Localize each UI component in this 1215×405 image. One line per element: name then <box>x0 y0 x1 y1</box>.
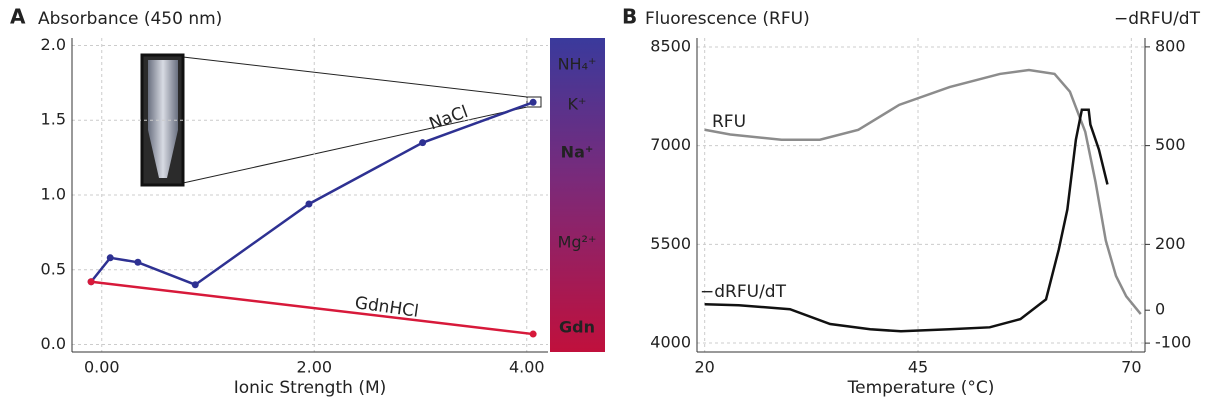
series-line <box>704 68 1142 315</box>
y2-axis-title: −dRFU/dT <box>1114 9 1201 29</box>
colorbar <box>550 38 605 352</box>
x-tick-label: 2.00 <box>296 358 332 377</box>
x-axis-title: Ionic Strength (M) <box>234 378 387 398</box>
panel-label: B <box>622 5 637 29</box>
y-tick-label: 2.0 <box>41 35 66 54</box>
y2-tick-label: 500 <box>1155 135 1186 154</box>
series-line <box>704 108 1109 333</box>
y-axis-title: Absorbance (450 nm) <box>38 9 222 29</box>
y-tick-label: 5500 <box>650 234 691 253</box>
y2-tick-label: 0 <box>1155 300 1165 319</box>
y-axis-title: Fluorescence (RFU) <box>645 9 810 29</box>
colorbar-label: K⁺ <box>568 95 587 114</box>
inset-photo <box>140 53 542 187</box>
series-label: −dRFU/dT <box>700 282 787 302</box>
x-tick-label: 20 <box>695 358 715 377</box>
colorbar-label: Mg²⁺ <box>558 233 597 252</box>
data-point <box>419 139 427 147</box>
x-tick-label: 0.00 <box>84 358 120 377</box>
y-tick-label: 4000 <box>650 333 691 352</box>
colorbar-label: NH₄⁺ <box>558 55 597 74</box>
y-tick-label: 0.0 <box>41 334 66 353</box>
data-point <box>529 330 537 338</box>
x-tick-label: 45 <box>908 358 928 377</box>
y-tick-label: 7000 <box>650 135 691 154</box>
series-line <box>90 280 534 336</box>
y2-tick-label: 800 <box>1155 36 1186 55</box>
data-point <box>106 254 114 262</box>
y-tick-label: 8500 <box>650 36 691 55</box>
y2-tick-label: -100 <box>1155 333 1191 352</box>
series-label: GdnHCl <box>354 293 420 322</box>
y-tick-label: 1.5 <box>41 110 66 129</box>
y-tick-label: 0.5 <box>41 259 66 278</box>
x-tick-label: 4.00 <box>509 358 545 377</box>
colorbar-label: Na⁺ <box>561 143 594 162</box>
y2-tick-label: 200 <box>1155 234 1186 253</box>
data-point <box>191 281 199 289</box>
data-point <box>134 258 142 266</box>
x-axis-title: Temperature (°C) <box>847 378 995 398</box>
colorbar-label: Gdn <box>559 318 595 337</box>
data-point <box>305 200 313 208</box>
data-point <box>87 278 95 286</box>
series-label: NaCl <box>427 102 471 134</box>
data-point <box>529 98 537 106</box>
x-tick-label: 70 <box>1121 358 1141 377</box>
panel-label: A <box>10 5 26 29</box>
y-tick-label: 1.0 <box>41 185 66 204</box>
series-label: RFU <box>712 112 746 132</box>
